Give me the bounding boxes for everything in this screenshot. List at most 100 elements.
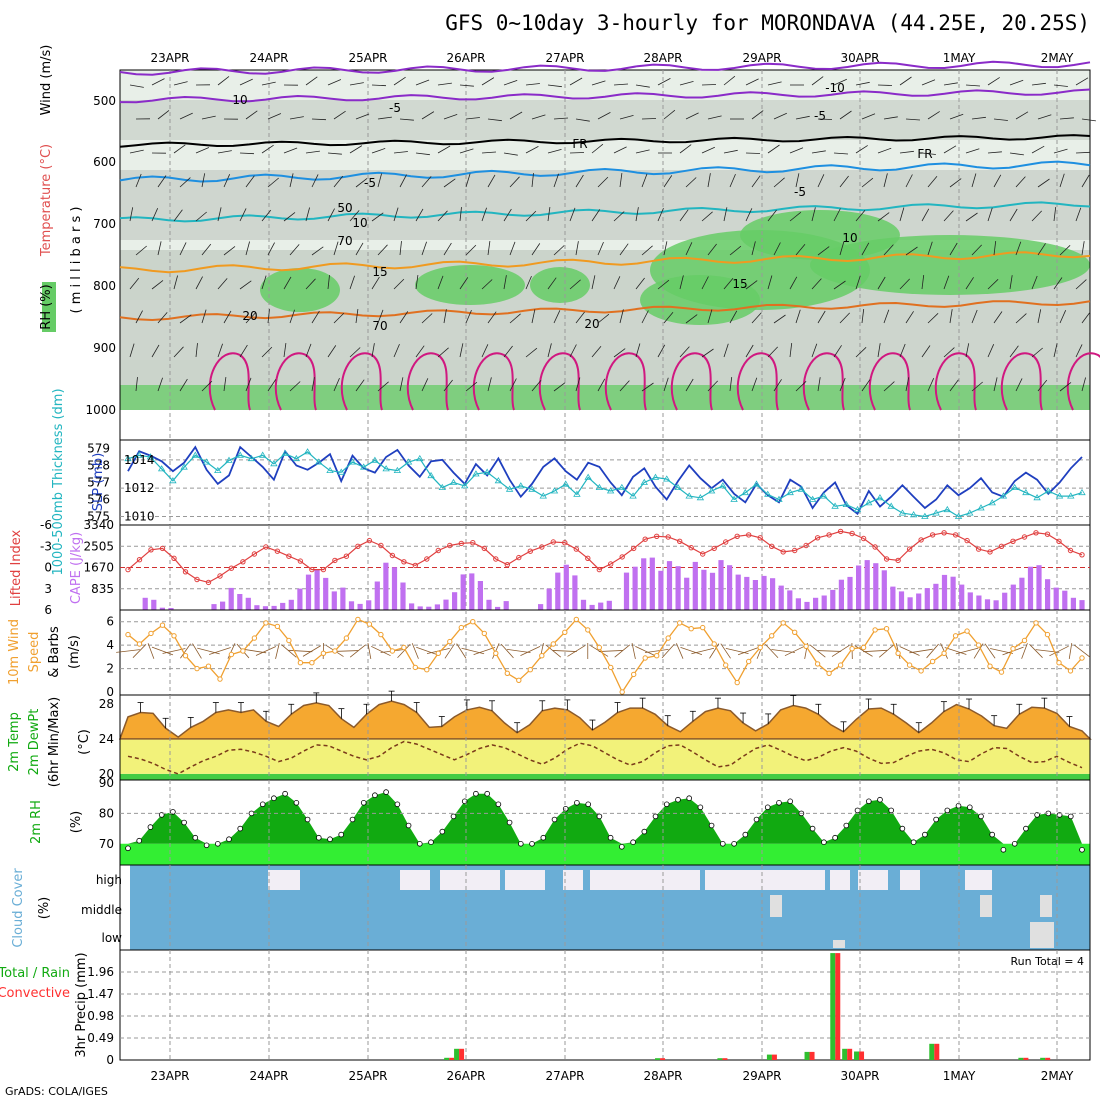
wind-barb (965, 343, 970, 358)
wind-barb (195, 343, 198, 358)
thickness-point (606, 487, 615, 494)
wind-speed-point (918, 668, 924, 674)
thickness-point (1010, 483, 1019, 490)
panel-frame (119, 949, 1091, 1061)
wind-barb (415, 345, 425, 358)
wind-barb-10m (680, 646, 703, 656)
wind-barb (443, 309, 447, 324)
y-tick-label: 0.49 (87, 1031, 114, 1045)
wind-barb (657, 78, 671, 86)
wind-barb (393, 207, 399, 222)
rh-point (989, 831, 995, 838)
wind-barb-10m (784, 645, 805, 657)
wind-speed-point (654, 653, 660, 659)
thickness-point (730, 495, 738, 502)
wind-barb (971, 173, 977, 188)
cape-bar (589, 604, 595, 610)
li-tick-label: 3 (44, 582, 52, 596)
y-tick-label: 24 (99, 732, 114, 746)
wind-barb (459, 277, 469, 290)
cape-bar (641, 558, 647, 610)
y-axis-label-wind-unit: (m/s) (67, 635, 82, 669)
wind-barb-10m (990, 648, 1014, 654)
wind-barb (613, 146, 627, 154)
x-tick-label-bottom: 28APR (643, 1069, 682, 1083)
wind-barb-10m (367, 642, 372, 660)
cape-bar (761, 575, 767, 610)
cape-bar (1002, 592, 1008, 610)
isotherm-line (119, 160, 1091, 183)
wind-barb-10m (631, 642, 636, 660)
cape-bar (649, 557, 655, 610)
wind-barb (223, 310, 232, 324)
rh-contour-low (604, 352, 647, 411)
wind-speed-point (263, 620, 269, 626)
cape-bar (752, 580, 758, 610)
thickness-point (483, 468, 491, 475)
li-point (665, 534, 671, 540)
wind-barb-10m (809, 644, 826, 658)
wind-barb (481, 279, 493, 290)
rh-point (1079, 846, 1085, 853)
wind-speed-point (596, 644, 602, 651)
wind-barb-10m (691, 647, 715, 655)
wind-barb (443, 178, 456, 188)
wind-barb (487, 174, 496, 188)
wind-barb (371, 343, 375, 358)
wind-barb (833, 78, 847, 86)
wind-barb (459, 343, 464, 358)
wind-barb (173, 275, 178, 290)
thickness-point (1055, 492, 1064, 499)
wind-barb (987, 279, 999, 290)
wind-barb (685, 242, 693, 256)
y-axis-label-millibars: ( m i l l i b a r s ) (69, 207, 84, 314)
wind-barb-10m (854, 645, 873, 657)
wind-barb (437, 275, 444, 290)
cloud-gap-high (440, 870, 500, 890)
y-tick-label: 900 (93, 341, 116, 355)
wind-speed-point (872, 627, 878, 633)
wind-barb-10m (725, 648, 749, 654)
y-tick-label: 2 (106, 662, 114, 676)
thickness-point (685, 492, 693, 499)
wind-speed-point (665, 635, 671, 641)
li-point (286, 553, 292, 559)
cape-bar (271, 605, 277, 610)
wind-barb (553, 173, 559, 188)
li-point (642, 536, 648, 542)
wind-barb-10m (590, 645, 609, 657)
wind-barb (943, 82, 958, 86)
rh-point (237, 825, 244, 832)
right-tick-label: 1010 (124, 510, 155, 524)
rh-point (574, 799, 580, 806)
y-axis-label-rh2m: 2m RH (29, 800, 44, 844)
thickness-point (752, 480, 761, 487)
cape-bar (486, 599, 492, 610)
wind-speed-point (906, 662, 913, 668)
y-axis-label-speed: Speed (27, 632, 42, 673)
thickness-point (865, 499, 873, 506)
wind-barb (547, 84, 562, 88)
wind-speed-point (493, 650, 499, 656)
cape-bar (709, 572, 716, 610)
contour-label: -10 (825, 81, 845, 95)
li-point (527, 548, 533, 554)
wind-barb (833, 208, 841, 222)
wind-barb (393, 343, 400, 358)
li-point (424, 556, 430, 562)
cape-bar (795, 598, 801, 610)
li-point (205, 579, 212, 586)
wind-barb (245, 241, 250, 256)
wind-barb (437, 210, 448, 222)
wind-barb (503, 275, 507, 290)
rh-point (910, 839, 917, 845)
left-tick-label: 578 (87, 459, 110, 473)
wind-barb (415, 152, 430, 156)
x-tick-label-top: 24APR (249, 51, 288, 65)
wind-barb (355, 379, 365, 392)
rh-high-patch (415, 265, 525, 305)
cape-bar (477, 581, 483, 610)
li-point (458, 540, 464, 547)
rh-contour-low (208, 352, 251, 411)
wind-barb (355, 309, 359, 324)
